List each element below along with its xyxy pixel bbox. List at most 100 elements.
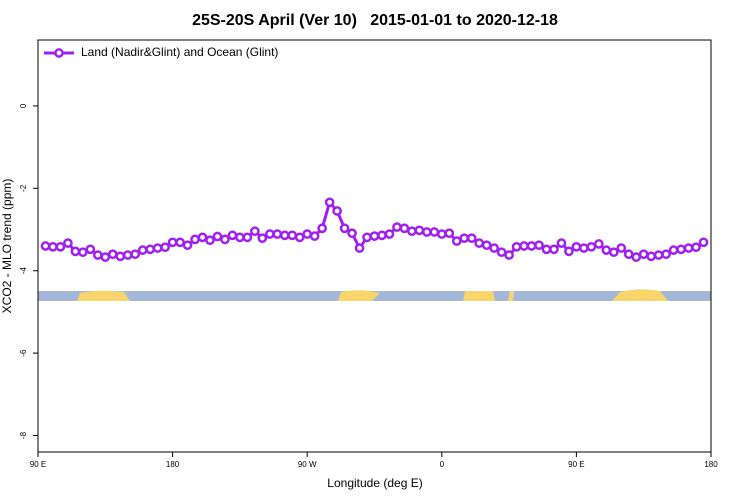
data-point xyxy=(167,237,178,248)
data-point xyxy=(78,247,88,258)
data-point xyxy=(668,245,679,255)
data-point xyxy=(466,233,477,244)
data-point xyxy=(317,223,328,234)
y-tick-label: -4 xyxy=(19,267,28,275)
data-point xyxy=(197,232,208,243)
data-point xyxy=(55,241,66,252)
data-point xyxy=(407,226,417,237)
land-patch xyxy=(612,289,668,301)
data-point xyxy=(631,252,642,262)
data-point xyxy=(474,238,485,248)
data-point xyxy=(220,234,230,245)
x-tick-label: 180 xyxy=(704,460,718,469)
data-point xyxy=(362,232,372,243)
data-point xyxy=(616,243,627,253)
data-point xyxy=(526,241,537,251)
data-point xyxy=(571,241,582,252)
data-point xyxy=(122,250,133,260)
land-patch xyxy=(508,291,514,301)
data-point xyxy=(63,238,73,248)
data-point xyxy=(137,245,148,255)
data-point xyxy=(676,244,686,255)
data-point xyxy=(48,241,58,252)
land-patch xyxy=(463,291,495,301)
data-point xyxy=(444,228,455,239)
data-point xyxy=(250,226,260,237)
data-point xyxy=(332,206,342,216)
data-point xyxy=(489,243,499,253)
land-patch xyxy=(77,290,130,301)
data-point xyxy=(369,231,380,241)
data-point xyxy=(272,229,283,239)
y-tick-label: -6 xyxy=(19,349,28,357)
data-point xyxy=(264,229,275,239)
data-point xyxy=(608,247,619,258)
data-point xyxy=(40,241,51,251)
data-point xyxy=(436,229,447,239)
data-point xyxy=(429,227,440,237)
data-point xyxy=(564,246,574,257)
data-point xyxy=(638,249,649,260)
land-patch xyxy=(338,290,380,301)
data-point xyxy=(451,236,462,246)
x-tick-label: 90 W xyxy=(298,460,317,469)
data-point xyxy=(279,230,290,241)
data-point xyxy=(287,230,298,241)
data-point xyxy=(392,222,402,232)
data-point xyxy=(100,252,111,262)
data-point xyxy=(534,240,544,251)
y-axis-label: XCO2 - MLO trend (ppm) xyxy=(0,179,14,314)
data-point xyxy=(496,247,507,258)
data-point xyxy=(384,229,395,239)
land-ocean-strip xyxy=(38,289,711,301)
y-tick-label: 0 xyxy=(19,103,28,108)
data-point xyxy=(556,238,567,248)
data-point xyxy=(70,246,81,257)
data-point xyxy=(152,243,163,253)
y-tick-label: -2 xyxy=(19,184,28,192)
x-tick-label: 180 xyxy=(166,460,180,469)
data-point xyxy=(421,227,432,237)
data-point xyxy=(601,245,612,255)
data-point xyxy=(205,235,215,246)
data-point xyxy=(646,251,657,262)
data-point xyxy=(511,241,522,252)
data-point xyxy=(145,244,156,255)
data-point xyxy=(130,249,141,260)
data-point xyxy=(459,233,470,244)
data-point xyxy=(85,244,96,255)
data-point xyxy=(257,233,268,244)
data-point xyxy=(227,230,238,241)
data-point xyxy=(175,237,185,248)
y-tick-label: -8 xyxy=(19,431,28,439)
data-point xyxy=(549,244,559,255)
data-point xyxy=(691,242,701,253)
data-point xyxy=(698,237,709,248)
data-point xyxy=(593,239,604,249)
data-point xyxy=(661,249,671,260)
data-point xyxy=(324,197,335,208)
data-point xyxy=(212,231,223,242)
x-tick-label: 0 xyxy=(440,460,445,469)
x-axis-label: Longitude (deg E) xyxy=(327,476,422,490)
data-point xyxy=(309,231,320,241)
chart-title: 25S-20S April (Ver 10) 2015-01-01 to 202… xyxy=(192,12,558,29)
data-point xyxy=(541,244,552,255)
plot-frame xyxy=(37,39,712,453)
legend-marker xyxy=(54,48,64,58)
data-point xyxy=(683,243,694,253)
data-point xyxy=(107,249,118,260)
data-point xyxy=(242,232,253,243)
data-point xyxy=(519,241,529,251)
data-point xyxy=(339,223,350,234)
data-point xyxy=(653,250,664,260)
x-tick-label: 90 E xyxy=(568,460,584,469)
data-point xyxy=(160,242,170,253)
data-point xyxy=(302,229,313,239)
data-point xyxy=(586,241,597,252)
data-point xyxy=(579,243,589,253)
data-point xyxy=(235,232,245,243)
data-point xyxy=(354,243,365,253)
